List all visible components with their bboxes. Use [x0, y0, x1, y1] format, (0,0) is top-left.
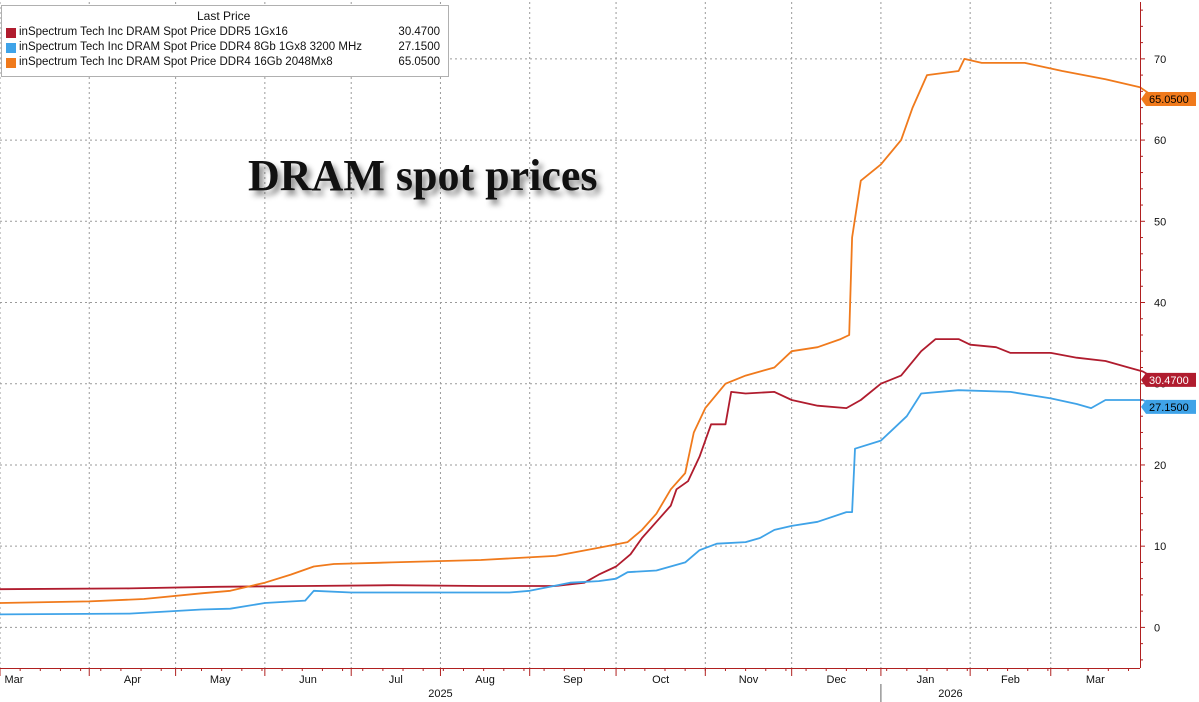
- year-label: 2025: [428, 688, 452, 700]
- legend-series-name: inSpectrum Tech Inc DRAM Spot Price DDR4…: [19, 41, 363, 53]
- y-tick-label: 40: [1154, 298, 1166, 310]
- y-tick-label: 50: [1154, 216, 1166, 228]
- legend-last-price: 27.1500: [398, 41, 440, 53]
- last-price-label: 30.4700: [1149, 375, 1189, 387]
- legend: Last Price inSpectrum Tech Inc DRAM Spot…: [1, 5, 449, 77]
- legend-swatch: [6, 28, 16, 38]
- y-tick-label: 0: [1154, 622, 1160, 634]
- series-line-2: [0, 58, 1158, 604]
- legend-series-name: inSpectrum Tech Inc DRAM Spot Price DDR4…: [19, 56, 333, 68]
- last-price-tag: [1141, 372, 1196, 387]
- legend-entry-ddr5: inSpectrum Tech Inc DRAM Spot Price DDR5…: [6, 26, 444, 40]
- x-tick-label: Jan: [917, 674, 935, 686]
- legend-header: Last Price: [197, 9, 251, 23]
- y-tick-label: 20: [1154, 460, 1166, 472]
- x-tick-label: Mar: [1086, 674, 1105, 686]
- legend-entry-ddr4-16gb: inSpectrum Tech Inc DRAM Spot Price DDR4…: [6, 56, 444, 70]
- last-price-label: 27.1500: [1149, 402, 1189, 414]
- legend-series-name: inSpectrum Tech Inc DRAM Spot Price DDR5…: [19, 26, 288, 38]
- last-price-label: 65.0500: [1149, 94, 1189, 106]
- x-tick-label: Jun: [299, 674, 317, 686]
- legend-swatch: [6, 43, 16, 53]
- legend-entry-ddr4-8gb: inSpectrum Tech Inc DRAM Spot Price DDR4…: [6, 41, 444, 55]
- legend-last-price: 65.0500: [398, 56, 440, 68]
- x-tick-label: Nov: [739, 674, 759, 686]
- x-tick-label: Apr: [124, 674, 141, 686]
- series-line-1: [0, 389, 1158, 616]
- chart-title: DRAM spot prices: [248, 151, 598, 200]
- x-tick-label: Dec: [827, 674, 847, 686]
- x-tick-label: May: [210, 674, 231, 686]
- x-tick-label: Feb: [1001, 674, 1020, 686]
- year-label: 2026: [938, 688, 962, 700]
- last-price-tag: [1141, 399, 1196, 414]
- legend-swatch: [6, 58, 16, 68]
- x-tick-label: Sep: [563, 674, 583, 686]
- x-tick-label: Mar: [5, 674, 24, 686]
- y-tick-label: 10: [1154, 541, 1166, 553]
- last-price-tag: [1141, 92, 1196, 107]
- x-tick-label: Oct: [652, 674, 669, 686]
- legend-last-price: 30.4700: [398, 26, 440, 38]
- y-tick-label: 70: [1154, 54, 1166, 66]
- series-line-0: [0, 338, 1158, 591]
- y-tick-label: 60: [1154, 135, 1166, 147]
- x-tick-label: Aug: [475, 674, 495, 686]
- x-tick-label: Jul: [389, 674, 403, 686]
